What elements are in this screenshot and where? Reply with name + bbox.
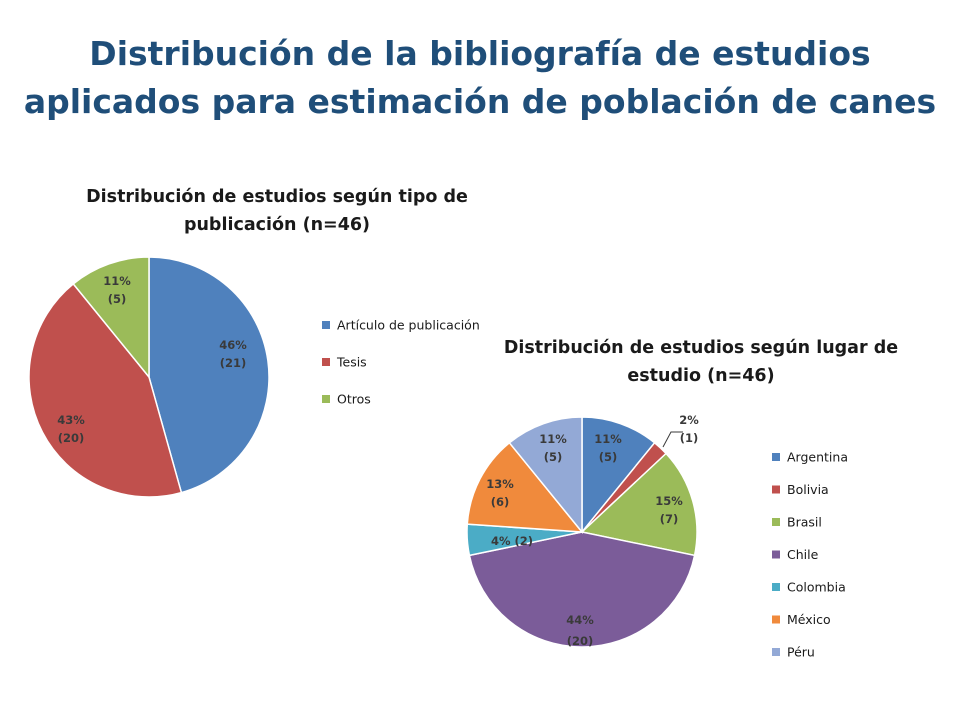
chart2-legend-label-2: Brasil [787,515,822,530]
chart-study-location: Distribución de estudios según lugar de … [466,338,898,660]
chart2-title-line-1: Distribución de estudios según lugar de [504,338,898,358]
chart1-slice-0 [148,256,270,494]
chart1-legend-swatch-2 [322,395,330,403]
chart2-legend-label-5: México [787,612,831,627]
chart1-data-label-percent-1: 43% [57,413,85,427]
chart1-title-line-1: Distribución de estudios según tipo de [86,187,468,207]
slide-title: Distribución de la bibliografía de estud… [0,30,960,126]
chart1-data-label-percent-2: 11% [103,274,131,288]
chart1-legend-swatch-0 [322,321,330,329]
chart2-slice-5 [466,441,584,533]
chart2-legend-label-1: Bolivia [787,482,829,497]
chart1-legend-label-0: Artículo de publicación [337,318,480,333]
chart2-legend-swatch-5 [772,615,780,624]
chart1-legend-label-2: Otros [337,392,371,407]
chart1-legend-swatch-1 [322,358,330,366]
chart2-legend-swatch-3 [772,550,780,559]
chart2-data-label-percent-3: 44% [566,613,594,627]
chart2-slice-0 [581,416,656,535]
chart2-legend-swatch-2 [772,518,780,526]
chart1-data-label-count-0: (21) [220,356,247,370]
chart2-legend: Argentina Bolivia Brasil Chile Colombia Méxic… [772,450,848,660]
chart2-slice-3 [468,531,696,648]
chart2-slice-2 [580,452,698,557]
slide-title-line-2: aplicados para estimación de población d… [23,82,937,121]
chart1-slice-2 [72,256,150,380]
slide-title-line-1: Distribución de la bibliografía de estud… [89,34,871,73]
chart2-legend-swatch-0 [772,453,780,461]
chart2-data-label-percent-5: 13% [486,477,514,491]
chart2-data-label-percent-0: 11% [594,432,622,446]
chart2-data-label-count-1: (1) [680,431,699,445]
chart2-data-label-percent-1: 2% [679,413,699,427]
chart2-legend-label-4: Colombia [787,580,846,595]
chart-publication-type: Distribución de estudios según tipo de p… [28,187,480,498]
chart2-legend-swatch-1 [772,485,780,494]
chart2-data-label-percent-2: 15% [655,494,683,508]
chart1-title-line-2: publicación (n=46) [184,215,370,235]
chart2-data-label-percent-6: 11% [539,432,567,446]
chart2-data-label-count-2: (7) [660,512,679,526]
chart2-legend-swatch-4 [772,583,780,591]
chart1-legend: Artículo de publicación Tesis Otros [322,318,480,407]
chart1-data-label-count-2: (5) [108,292,127,306]
chart2-title-line-2: estudio (n=46) [627,366,774,386]
chart2-data-label-4: 4% (2) [491,534,533,548]
chart1-legend-label-1: Tesis [336,355,367,370]
chart2-legend-label-3: Chile [787,547,819,562]
chart2-legend-swatch-6 [772,648,780,656]
chart2-slice-6 [508,416,583,535]
chart1-pie: 46% (21) 43% (20) 11% (5) [28,256,270,498]
chart2-legend-label-0: Argentina [787,450,848,465]
chart1-data-label-count-1: (20) [58,431,85,445]
chart2-pie: 11% (5) 2% (1) 15% (7) 44% (20) 4% (2) 13% (6) 11% (… [466,413,699,648]
chart1-data-label-percent-0: 46% [219,338,247,352]
chart1-slice-1 [28,282,183,498]
chart2-data-label-count-3: (20) [567,634,594,648]
chart2-label-leader-1 [662,431,683,448]
chart2-data-label-count-5: (6) [491,495,510,509]
chart2-data-label-count-0: (5) [599,450,618,464]
chart2-data-label-count-6: (5) [544,450,563,464]
chart2-legend-label-6: Péru [787,645,815,660]
